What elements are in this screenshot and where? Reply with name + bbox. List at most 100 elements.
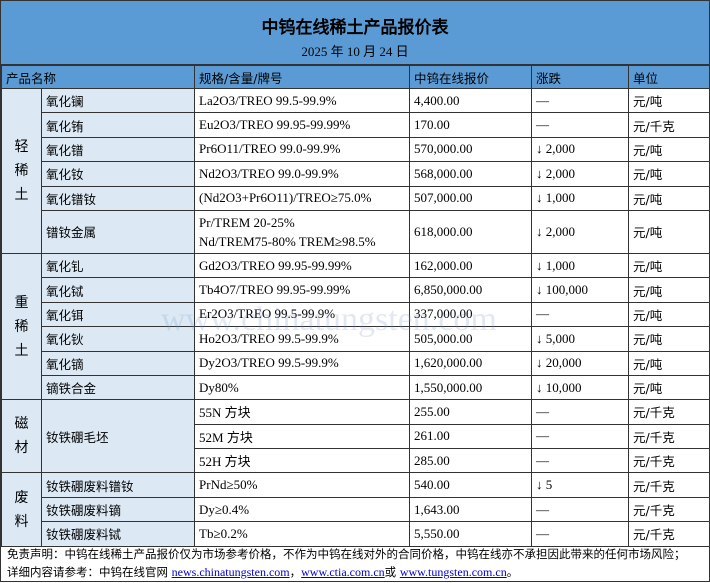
link-ctia[interactable]: www.ctia.com.cn xyxy=(301,565,385,579)
product-name: 氧化镧 xyxy=(40,87,196,114)
table-row: 镨钕金属 Pr/TREM 20-25% Nd/TREM75-80% TREM≥98.… xyxy=(2,209,710,254)
unit: 元/吨 xyxy=(628,277,710,303)
product-name: 镝铁合金 xyxy=(40,374,196,401)
table-row: 氧化钕 Nd2O3/TREO 99.0-99.9% 568,000.00 ↓ 2,00… xyxy=(2,161,710,187)
table-header: 中钨在线稀土产品报价表 2025 年 10 月 24 日 xyxy=(1,1,709,65)
price-change: — xyxy=(531,399,630,425)
unit: 元/千克 xyxy=(628,521,710,547)
product-spec: Pr6O11/TREO 99.0-99.9% xyxy=(194,136,411,163)
product-name: 氧化钆 xyxy=(40,252,196,279)
separator: 。 xyxy=(506,565,519,579)
unit: 元/千克 xyxy=(628,472,710,498)
table-row: 钕铁硼废料镝 Dy≥0.4% 1,643.00— 元/千克 xyxy=(2,496,710,523)
product-name: 氧化铽 xyxy=(40,277,196,303)
price-change: ↓ 5 xyxy=(531,472,630,498)
price-change: ↓ 10,000 xyxy=(531,374,630,401)
unit: 元/千克 xyxy=(628,112,710,138)
product-name: 氧化镝 xyxy=(40,350,196,376)
product-spec: Tb4O7/TREO 99.95-99.99% xyxy=(194,277,411,303)
header-price: 中钨在线报价 xyxy=(409,65,533,89)
link-tungsten[interactable]: www.tungsten.com.cn xyxy=(399,565,507,579)
price-change: ↓ 100,000 xyxy=(531,277,630,303)
price-change: ↓ 2,000 xyxy=(531,136,630,163)
product-spec: Er2O3/TREO 99.5-99.9% xyxy=(194,301,411,328)
unit: 元/吨 xyxy=(628,326,710,352)
table-row: 氧化铽 Tb4O7/TREO 99.95-99.99% 6,850,000.00 ↓ … xyxy=(2,277,710,303)
group-label: 轻稀土 xyxy=(1,88,42,254)
product-name: 钕铁硼废料铽 xyxy=(40,521,196,547)
product-spec: Pr/TREM 20-25% Nd/TREM75-80% TREM≥98.5% xyxy=(194,209,411,254)
price-change: ↓ 1,000 xyxy=(531,252,630,279)
group-label: 废料 xyxy=(1,472,42,547)
price: 540.00 xyxy=(409,472,533,498)
table-row: 废料 钕铁硼废料镨钕 PrNd≥50% 540.00 ↓ 5 元/千克 xyxy=(1,472,710,547)
price-table: 产品名称 规格/含量/牌号 中钨在线报价 涨跌 单位 轻稀土 氧化镧 La2O3/TREO 9… xyxy=(0,65,710,547)
header-unit: 单位 xyxy=(628,65,710,89)
table-row: 52M 方块 261.00— 元/千克 xyxy=(2,423,710,450)
product-spec: Tb≥0.2% xyxy=(194,521,411,547)
price: 505,000.00 xyxy=(409,326,533,352)
product-spec: 52H 方块 xyxy=(194,448,411,474)
reference-line: 详细内容请参考：中钨在线官网 news.chinatungsten.com，ww… xyxy=(7,563,703,581)
unit: 元/吨 xyxy=(628,209,710,254)
reference-label: 详细内容请参考：中钨在线官网 xyxy=(7,565,172,579)
unit: 元/吨 xyxy=(628,374,710,401)
price: 570,000.00 xyxy=(409,136,533,163)
product-name: 氧化钬 xyxy=(40,326,196,352)
price-change: ↓ 5,000 xyxy=(531,326,630,352)
unit: 元/吨 xyxy=(628,136,710,163)
product-name: 氧化铒 xyxy=(40,301,196,328)
unit: 元/千克 xyxy=(628,496,710,523)
price: 285.00 xyxy=(409,448,533,474)
disclaimer: 免责声明：中钨在线稀土产品报价仅为市场参考价格，不作为中钨在线对外的合同价格，中… xyxy=(7,547,686,561)
price-change: ↓ 2,000 xyxy=(531,209,630,254)
price-change: — xyxy=(531,301,630,328)
product-spec: Ho2O3/TREO 99.5-99.9% xyxy=(194,326,411,352)
price: 568,000.00 xyxy=(409,161,533,187)
product-name: 氧化镨 xyxy=(40,136,196,163)
table-row: 氧化镨钕 (Nd2O3+Pr6O11)/TREO≥75.0% 507,000.00 ↓… xyxy=(2,185,710,211)
product-name: 钕铁硼废料镝 xyxy=(40,496,196,523)
unit: 元/吨 xyxy=(628,301,710,328)
product-name: 镨钕金属 xyxy=(40,209,196,254)
unit: 元/吨 xyxy=(628,161,710,187)
price: 1,643.00 xyxy=(409,496,533,523)
price: 261.00 xyxy=(409,423,533,450)
header-spec: 规格/含量/牌号 xyxy=(194,65,411,89)
price: 6,850,000.00 xyxy=(409,277,533,303)
product-spec: 55N 方块 xyxy=(194,399,411,425)
table-row: 重稀土 氧化钆 Gd2O3/TREO 99.95-99.99% 162,000.00 ↓… xyxy=(1,252,710,401)
product-name: 钕铁硼废料镨钕 xyxy=(40,472,196,498)
unit: 元/千克 xyxy=(628,448,710,474)
product-spec: Eu2O3/TREO 99.95-99.99% xyxy=(194,112,411,138)
price: 162,000.00 xyxy=(409,252,533,279)
link-news-chinatungsten[interactable]: news.chinatungsten.com xyxy=(171,565,290,579)
price-change: — xyxy=(531,496,630,523)
table-row: 氧化铕 Eu2O3/TREO 99.95-99.99% 170.00— 元/千克 xyxy=(2,112,710,138)
table-row: 氧化镨 Pr6O11/TREO 99.0-99.9% 570,000.00 ↓ 2,0… xyxy=(2,136,710,163)
price-change: ↓ 1,000 xyxy=(531,185,630,211)
price: 170.00 xyxy=(409,112,533,138)
product-spec: 52M 方块 xyxy=(194,423,411,450)
table-row: 氧化钬 Ho2O3/TREO 99.5-99.9% 505,000.00 ↓ 5,00… xyxy=(2,326,710,352)
product-name: 钕铁硼毛坯 xyxy=(40,399,196,474)
price-change: — xyxy=(531,423,630,450)
product-spec: Nd2O3/TREO 99.0-99.9% xyxy=(194,161,411,187)
price-change: — xyxy=(531,112,630,138)
footer: 免责声明：中钨在线稀土产品报价仅为市场参考价格，不作为中钨在线对外的合同价格，中… xyxy=(1,543,709,583)
price-change: — xyxy=(531,448,630,474)
price: 618,000.00 xyxy=(409,209,533,254)
table-row: 镝铁合金 Dy80% 1,550,000.00 ↓ 10,000 元/吨 xyxy=(2,374,710,401)
unit: 元/吨 xyxy=(628,185,710,211)
price: 255.00 xyxy=(409,399,533,425)
unit: 元/千克 xyxy=(628,423,710,450)
price: 337,000.00 xyxy=(409,301,533,328)
table-row: 磁材 钕铁硼毛坯 55N 方块 255.00— 元/千克 xyxy=(1,399,710,474)
price: 4,400.00 xyxy=(409,87,533,114)
table-row: 轻稀土 氧化镧 La2O3/TREO 99.5-99.9% 4,400.00— 元/吨 xyxy=(1,87,710,254)
table-row: 氧化镝 Dy2O3/TREO 99.5-99.9% 1,620,000.00 ↓ 20… xyxy=(2,350,710,376)
price: 1,550,000.00 xyxy=(409,374,533,401)
product-spec: Dy2O3/TREO 99.5-99.9% xyxy=(194,350,411,376)
unit: 元/千克 xyxy=(628,399,710,425)
